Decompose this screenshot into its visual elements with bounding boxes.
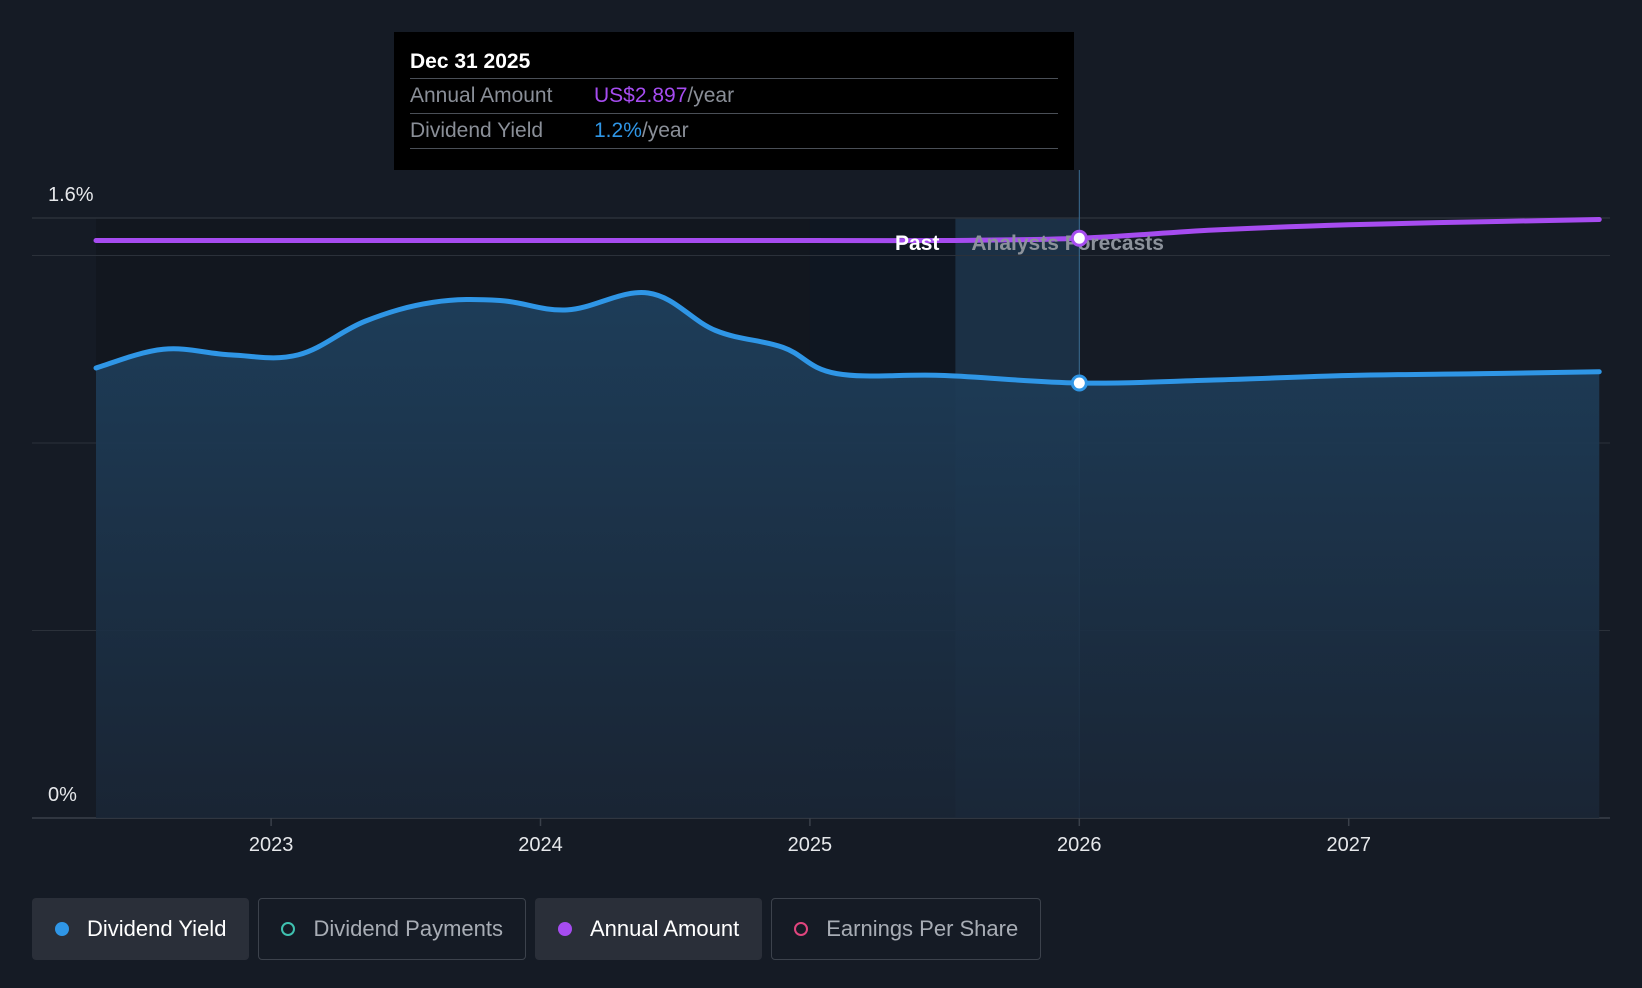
tooltip-unit: /year [641,119,689,142]
legend-ring-icon [281,922,296,936]
legend-dot-icon [557,922,572,936]
annual-amount-marker[interactable] [1070,229,1088,247]
tooltip-label: Dividend Yield [410,119,544,142]
tooltip-date: Dec 31 2025 [410,46,1058,79]
tooltip-unit: /year [687,84,735,107]
y-tick-label: 1.6% [48,184,94,206]
x-tick-label: 2024 [518,834,563,856]
legend-label: Annual Amount [589,916,740,941]
x-tick-label: 2026 [1057,834,1102,856]
annual-amount-line [93,217,1602,244]
legend-ring-icon [794,922,809,936]
tooltip: Dec 31 2025 Annual Amount US$2.897 /year… [394,32,1074,170]
legend-dividend-yield[interactable]: Dividend Yield [32,898,250,960]
past-label: Past [895,232,939,255]
dividend-yield-marker[interactable] [1070,374,1088,392]
tooltip-value: 1.2% [594,119,642,142]
tooltip-row-annual-amount: Annual Amount US$2.897 /year [410,79,1058,114]
legend-label: Dividend Yield [87,916,227,941]
dividend-yield-line [93,290,1602,386]
legend-label: Earnings Per Share [826,916,1019,941]
legend-label: Dividend Payments [313,916,503,941]
analysts-forecasts-label: Analysts Forecasts [971,232,1164,255]
x-tick-label: 2023 [249,834,294,856]
legend-annual-amount[interactable]: Annual Amount [534,898,763,960]
x-tick-label: 2025 [788,834,833,856]
tooltip-row-dividend-yield: Dividend Yield 1.2% /year [410,114,1058,149]
tooltip-value: US$2.897 [594,84,688,107]
legend: Dividend Yield Dividend Payments Annual … [32,898,1042,960]
y-tick-label: 0% [48,784,77,806]
legend-dot-icon [55,922,69,936]
x-tick-label: 2027 [1326,834,1371,856]
legend-earnings-per-share[interactable]: Earnings Per Share [771,898,1042,960]
dividend-yield-area [96,292,1600,818]
legend-dividend-payments[interactable]: Dividend Payments [258,898,526,960]
tooltip-label: Annual Amount [410,84,553,107]
